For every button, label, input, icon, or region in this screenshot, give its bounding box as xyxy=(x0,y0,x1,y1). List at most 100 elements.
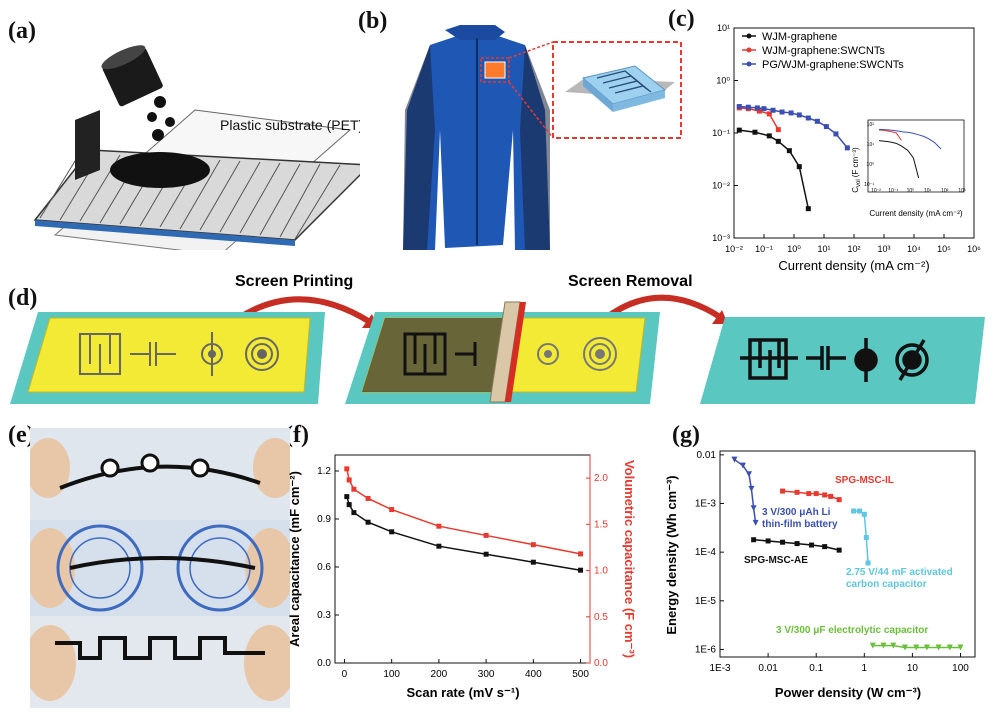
inset-xtick-label: 10¹ xyxy=(924,188,932,194)
chart-g-series-5-point xyxy=(913,644,920,651)
chart-f-volumetric-line xyxy=(346,468,581,555)
chart-g-series-3-point xyxy=(809,542,815,548)
chart-f-volumetric-point xyxy=(530,542,536,548)
substrate-label: Plastic substrate (PET) xyxy=(220,117,360,133)
chart-g-series-4-point xyxy=(865,560,871,566)
chart-c-series-3-point xyxy=(779,109,785,115)
chart-g-series-3-point xyxy=(780,539,786,545)
chart-c-series-3-point xyxy=(788,110,794,116)
chart-f-volumetric-point xyxy=(344,466,350,472)
chart-f-ytick-label: 0.6 xyxy=(317,562,331,573)
chart-f-y2tick-label: 1.0 xyxy=(594,566,608,577)
chart-f-ytick-label: 0.3 xyxy=(317,610,331,621)
chart-f-volumetric-point xyxy=(436,523,442,529)
chart-c-series-3-point xyxy=(761,106,767,112)
chart-f-xlabel: Scan rate (mV s⁻¹) xyxy=(406,685,519,700)
chart-c-series-2-point xyxy=(775,127,781,133)
chart-g-series-3-point xyxy=(751,537,757,543)
chart-c-xtick-label: 10⁻² xyxy=(725,244,743,254)
ink-cup xyxy=(101,45,163,107)
device-side xyxy=(583,78,613,112)
chart-g-series-4-point xyxy=(857,508,863,514)
squeegee-edge xyxy=(505,302,526,402)
label-electrolytic-cap: 3 V/300 μF electrolytic capacitor xyxy=(776,625,928,636)
chart-f-y2tick-label: 0.0 xyxy=(594,658,608,669)
chart-f-y2tick-label: 2.0 xyxy=(594,473,608,484)
label-activated-carbon-2: carbon capacitor xyxy=(846,579,927,590)
chart-c-series-1-line xyxy=(739,129,810,209)
interdigitated-electrodes xyxy=(596,70,652,94)
jacket-side xyxy=(520,45,550,250)
chart-c-series-1-point xyxy=(766,133,772,139)
chart-c-series-1-point xyxy=(805,206,811,212)
chart-g-series-3-point xyxy=(794,541,800,547)
chart-f-ytick-label: 1.2 xyxy=(317,466,331,477)
chart-f-ytick-label: 0.9 xyxy=(317,514,331,525)
chart-c-xtick-label: 10² xyxy=(847,244,860,254)
device-circle xyxy=(100,458,120,478)
chart-f-areal-line xyxy=(346,496,581,571)
chart-scan-rate: 0 100 200 300 400 500 0.0 0.3 0.6 0.9 1.2 0.0 0.5 1.0… xyxy=(287,454,637,700)
ink-drop xyxy=(154,96,166,108)
chart-f-areal-point xyxy=(346,502,352,508)
chart-c-series-1-point xyxy=(796,164,802,170)
inset-series-3 xyxy=(878,128,942,150)
chart-c-ytick-label: 10⁰ xyxy=(716,76,730,86)
chart-c-series-3-point xyxy=(736,104,742,110)
chart-f-xtick-label: 300 xyxy=(478,669,495,680)
panel-label-b: (b) xyxy=(358,8,388,34)
chart-g-series-2-point xyxy=(745,471,752,478)
chart-g-ytick-label: 1E-4 xyxy=(695,547,717,558)
step-screen-printing: Screen Printing xyxy=(235,273,353,290)
chart-c-series-3-point xyxy=(814,118,820,124)
chart-f-volumetric-point xyxy=(389,507,395,513)
chart-c-series-1-point xyxy=(752,129,758,135)
zoom-line xyxy=(508,41,554,59)
chart-g-series-5-point xyxy=(880,642,887,649)
jacket-collar xyxy=(445,25,505,40)
chart-c-xtick-label: 10⁻¹ xyxy=(755,244,773,254)
device-circle xyxy=(190,458,210,478)
chart-c-ytick-label: 10⁻³ xyxy=(712,233,730,243)
chart-f-areal-point xyxy=(578,567,584,573)
chart-g-series-5-point xyxy=(901,644,908,651)
chart-g-series-3-point xyxy=(836,547,842,553)
inset-series-1 xyxy=(878,140,920,179)
chart-g-series-1-point xyxy=(828,493,834,499)
chart-f-areal-point xyxy=(436,543,442,549)
serpentine-device xyxy=(55,636,265,660)
panel-label-d: (d) xyxy=(8,285,38,311)
chart-f-xtick-label: 100 xyxy=(383,669,400,680)
chart-c-xlabel: Current density (mA cm⁻²) xyxy=(778,258,929,273)
chart-g-series-1-point xyxy=(822,492,828,498)
chart-g-series-2-line xyxy=(734,458,757,523)
chart-g-series-2-point xyxy=(748,485,755,492)
chart-g-xtick-label: 0.1 xyxy=(809,663,823,674)
chart-f-frame xyxy=(334,454,591,664)
chart-rate-capability: 10⁻² 10⁻¹ 10⁰ 10¹ 10² 10³ 10⁴ 10⁵ 10⁶10⁻³10⁻²10⁻… xyxy=(712,23,981,273)
inset-ytick-label: 10² xyxy=(867,122,875,128)
chart-f-ytick-label: 0.0 xyxy=(317,658,331,669)
chart-g-xtick-label: 1 xyxy=(862,663,868,674)
inset-ytick-label: 10¹ xyxy=(867,142,875,148)
inset-ylabel: Cvol(F cm⁻³) xyxy=(851,147,862,193)
photo-strip-1 xyxy=(30,428,290,520)
inset-ytick-label: 10⁻¹ xyxy=(864,182,874,188)
chart-g-series-5-point xyxy=(946,644,953,651)
chart-g-series-4-point xyxy=(863,535,869,541)
chart-c-series-3-point xyxy=(745,104,751,110)
inset-xtick-label: 10⁰ xyxy=(907,188,915,194)
chart-g-series-1-point xyxy=(836,497,842,503)
chart-c-series-3-point xyxy=(754,105,760,111)
chart-g-xtick-label: 100 xyxy=(952,663,969,674)
twisted-device xyxy=(69,556,256,570)
chart-g-series-5-point xyxy=(935,644,942,651)
chart-c-series-2-point xyxy=(766,111,772,117)
chart-g-series-2-point xyxy=(750,505,757,512)
chart-g-series-5-point xyxy=(869,642,876,649)
chart-c-series-3-point xyxy=(796,112,802,118)
label-li-battery-2: thin-film battery xyxy=(762,519,838,530)
chart-f-areal-point xyxy=(365,519,371,525)
chart-f-volumetric-point xyxy=(351,486,357,492)
inset-xtick-label: 10⁻¹ xyxy=(888,188,898,194)
